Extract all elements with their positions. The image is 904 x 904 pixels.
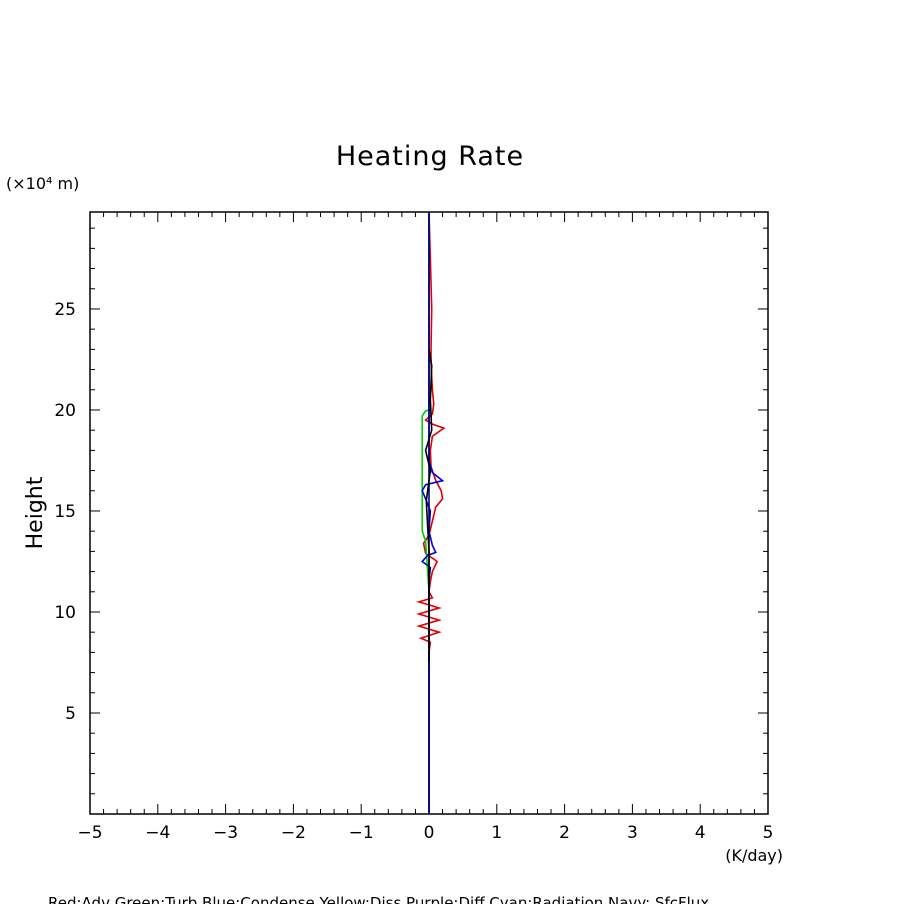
x-tick-label: 2 — [559, 823, 570, 843]
x-tick-label: −5 — [77, 823, 102, 843]
x-tick-labels: −5 −4 −3 −2 −1 0 1 2 3 4 5 — [77, 823, 773, 843]
y-axis-unit: (×10⁴ m) — [6, 174, 79, 193]
y-axis-label: Height — [23, 476, 48, 549]
y-tick-label: 5 — [65, 704, 76, 724]
x-tick-label: 0 — [424, 823, 435, 843]
x-tick-label: −2 — [281, 823, 306, 843]
x-tick-label: 5 — [763, 823, 774, 843]
series-line-turb — [421, 212, 430, 814]
x-tick-label: −3 — [213, 823, 238, 843]
series-line-condense — [421, 212, 445, 814]
y-tick-label: 20 — [54, 401, 76, 421]
x-axis-unit: (K/day) — [725, 846, 783, 865]
x-tick-label: −1 — [349, 823, 374, 843]
series-lines — [416, 211, 446, 814]
axis-ticks — [89, 212, 769, 814]
chart-title: Heating Rate — [336, 141, 524, 172]
x-tick-label: 3 — [627, 823, 638, 843]
y-tick-labels: 5 10 15 20 25 — [54, 300, 76, 724]
y-tick-label: 10 — [54, 603, 76, 623]
series-line-adv — [416, 211, 446, 814]
y-tick-label: 15 — [54, 502, 76, 522]
legend-text: Red:Adv Green:Turb Blue:Condense Yellow:… — [48, 894, 709, 904]
series-line-total — [424, 349, 433, 663]
y-tick-label: 25 — [54, 300, 76, 320]
x-tick-label: 4 — [695, 823, 706, 843]
x-tick-label: 1 — [491, 823, 502, 843]
x-tick-label: −4 — [145, 823, 170, 843]
